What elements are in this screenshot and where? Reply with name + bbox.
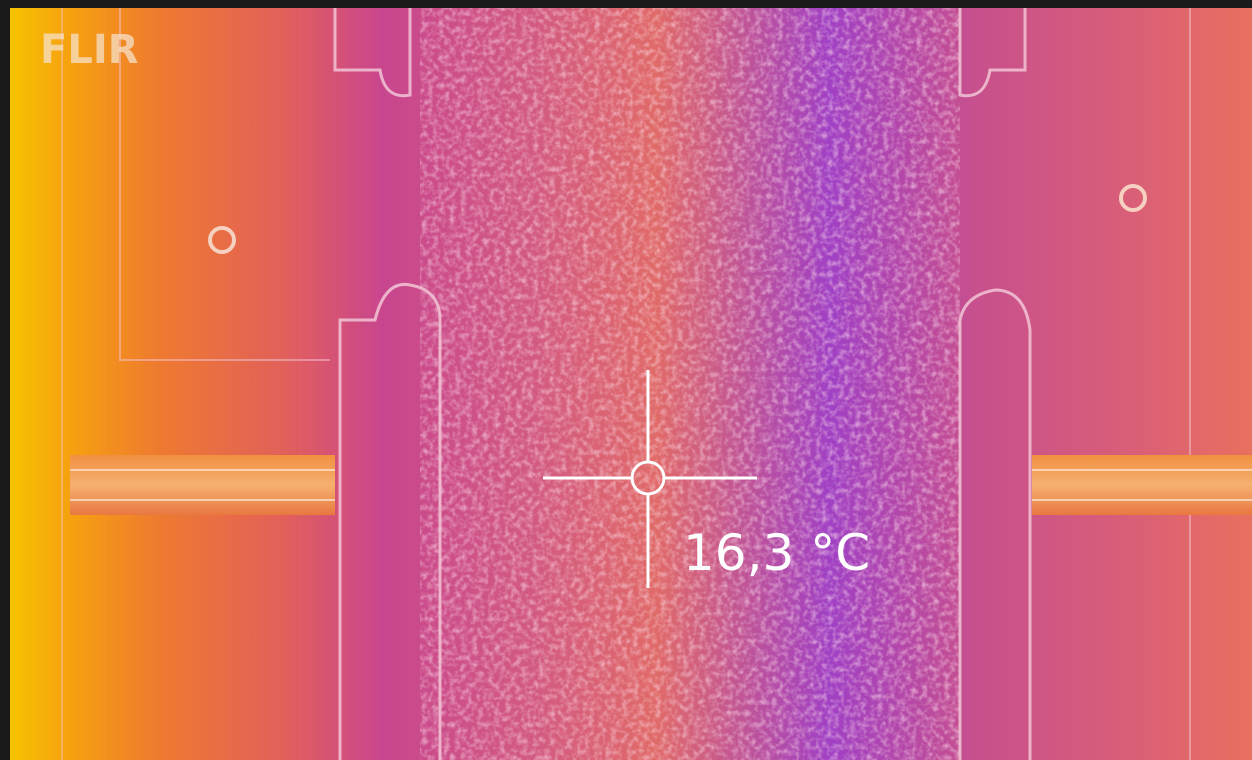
thermal-view: FLIR 16,3 °C (0, 0, 1252, 760)
brand-logo: FLIR (40, 27, 139, 73)
page: FLIR 16,3 °C (() => { const data = JSON.… (0, 0, 1252, 760)
bracket-left (70, 455, 335, 515)
temperature-reading: 16,3 °C (683, 524, 870, 582)
bracket-right (1032, 455, 1252, 515)
texture-band (420, 8, 960, 760)
